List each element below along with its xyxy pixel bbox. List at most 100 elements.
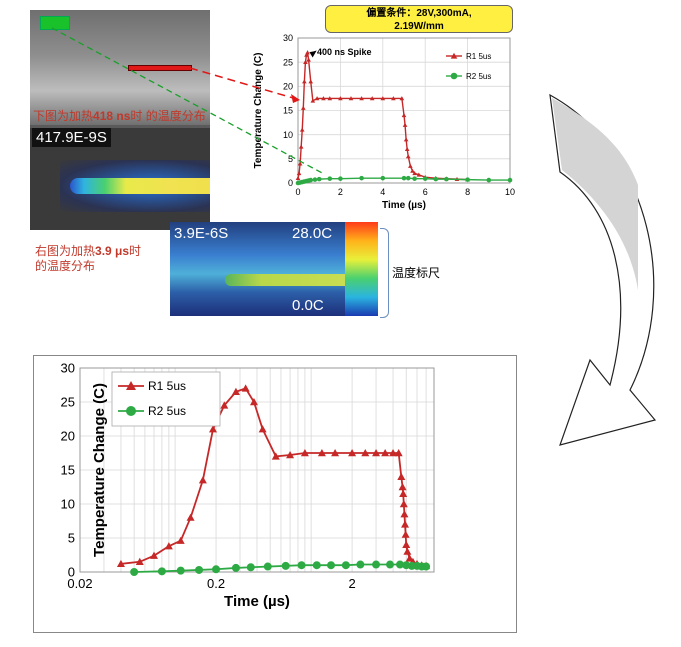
data-point-1 — [296, 171, 302, 176]
data-point-1 — [186, 513, 195, 521]
y-axis-label: Temperature Change (C) — [253, 53, 264, 169]
condition-line1: 偏置条件：28V,300mA, — [366, 8, 472, 19]
bias-condition-box: 偏置条件：28V,300mA, 2.19W/mm — [325, 5, 513, 33]
color-scale-bar — [345, 222, 378, 316]
thermal-image-3-9us: 3.9E-6S 28.0C 0.0C — [170, 222, 378, 316]
data-point-2 — [465, 177, 470, 182]
data-point-1 — [306, 57, 311, 62]
data-point-1 — [295, 175, 301, 181]
y-tick-label: 25 — [61, 395, 75, 410]
chart-log-frame: 0.02 0.2 2 0 5 10 15 20 25 30 Time (µs) Temperature… — [33, 355, 517, 633]
x-axis-label: Time (µs) — [382, 200, 426, 211]
legend-label: R2 5us — [466, 72, 491, 81]
y-tick-label: 5 — [288, 154, 293, 164]
data-point-1 — [299, 127, 305, 132]
curved-arrow-shade — [552, 98, 638, 290]
x-tick-label: 2 — [348, 576, 355, 591]
data-point-2 — [507, 177, 513, 183]
x-tick-label: 0.2 — [207, 576, 225, 591]
y-axis-label: Temperature Change (C) — [91, 383, 108, 557]
red-marker-line — [128, 65, 192, 71]
data-point-2 — [231, 563, 240, 572]
data-point-1 — [369, 96, 375, 101]
data-point-1 — [301, 105, 306, 110]
data-point-1 — [300, 449, 309, 457]
data-point-1 — [209, 425, 218, 433]
data-point-2 — [297, 561, 306, 570]
data-point-1 — [380, 96, 386, 101]
legend-label: R1 5us — [148, 379, 186, 393]
data-point-2 — [212, 565, 221, 574]
data-point-1 — [317, 449, 326, 457]
data-point-1 — [198, 476, 207, 484]
data-point-2 — [338, 176, 343, 181]
data-point-1 — [348, 449, 357, 457]
data-point-1 — [338, 96, 343, 101]
data-point-1 — [297, 161, 303, 166]
caption-mid-suffix: 时 — [129, 244, 142, 258]
data-point-1 — [398, 483, 407, 491]
data-point-1 — [399, 500, 408, 508]
data-point-1 — [331, 449, 340, 457]
condition-line2: 2.19W/mm — [394, 21, 444, 32]
legend-label: R1 5us — [466, 52, 491, 61]
data-point-1 — [258, 425, 267, 433]
y-tick-label: 20 — [61, 429, 75, 444]
data-point-1 — [394, 449, 403, 457]
caption-418ns: 下图为加热418 ns时 的温度分布 — [33, 109, 206, 124]
data-point-2 — [130, 568, 139, 576]
y-tick-label: 10 — [61, 497, 75, 512]
data-point-1 — [405, 554, 414, 562]
hot-channel-mid — [225, 274, 345, 286]
data-point-1 — [286, 451, 295, 459]
data-point-1 — [308, 79, 314, 84]
annotation-arrowhead — [309, 50, 317, 58]
x-tick-label: 4 — [380, 187, 385, 197]
data-point-1 — [389, 449, 398, 457]
data-point-2 — [195, 565, 204, 574]
data-point-2 — [341, 561, 350, 570]
data-point-2 — [486, 177, 492, 183]
data-point-2 — [396, 560, 405, 569]
data-point-1 — [135, 557, 144, 565]
data-point-2 — [263, 562, 272, 571]
timestamp-418ns: 417.9E-9S — [32, 128, 111, 147]
data-point-2 — [422, 562, 431, 571]
scale-max-label: 28.0C — [292, 225, 333, 242]
timestamp-3-9us: 3.9E-6S — [174, 225, 229, 242]
data-point-1 — [305, 50, 310, 55]
x-tick-label: 10 — [505, 187, 515, 197]
y-tick-label: 15 — [61, 463, 75, 478]
y-tick-label: 30 — [61, 361, 75, 376]
data-point-1 — [164, 542, 173, 550]
x-tick-label: 6 — [423, 187, 428, 197]
x-axis-label: Time (µs) — [224, 593, 290, 610]
data-point-1 — [400, 510, 409, 518]
y-tick-label: 30 — [283, 33, 293, 43]
data-point-2 — [380, 175, 386, 181]
data-point-1 — [405, 154, 411, 159]
x-tick-label: 8 — [465, 187, 470, 197]
legend-label: R2 5us — [148, 404, 186, 418]
data-point-1 — [401, 520, 410, 528]
x-tick-label: 0 — [295, 187, 300, 197]
data-point-2 — [281, 561, 290, 570]
data-point-1 — [359, 96, 364, 101]
data-point-1 — [220, 401, 229, 409]
data-point-1 — [404, 146, 410, 152]
y-tick-label: 0 — [288, 178, 293, 188]
y-tick-label: 0 — [68, 565, 75, 580]
data-point-1 — [399, 96, 405, 101]
data-point-1 — [150, 551, 159, 559]
data-point-1 — [403, 137, 409, 142]
data-point-1 — [397, 472, 406, 480]
caption-mid-prefix: 右图为加热 — [35, 244, 96, 258]
data-point-1 — [401, 530, 410, 538]
y-tick-label: 20 — [283, 81, 293, 91]
data-point-2 — [327, 561, 336, 570]
data-point-1 — [361, 449, 370, 457]
thermal-field — [170, 222, 345, 316]
caption-top-suffix: 时 的温度分布 — [130, 109, 206, 123]
data-point-1 — [391, 96, 396, 101]
